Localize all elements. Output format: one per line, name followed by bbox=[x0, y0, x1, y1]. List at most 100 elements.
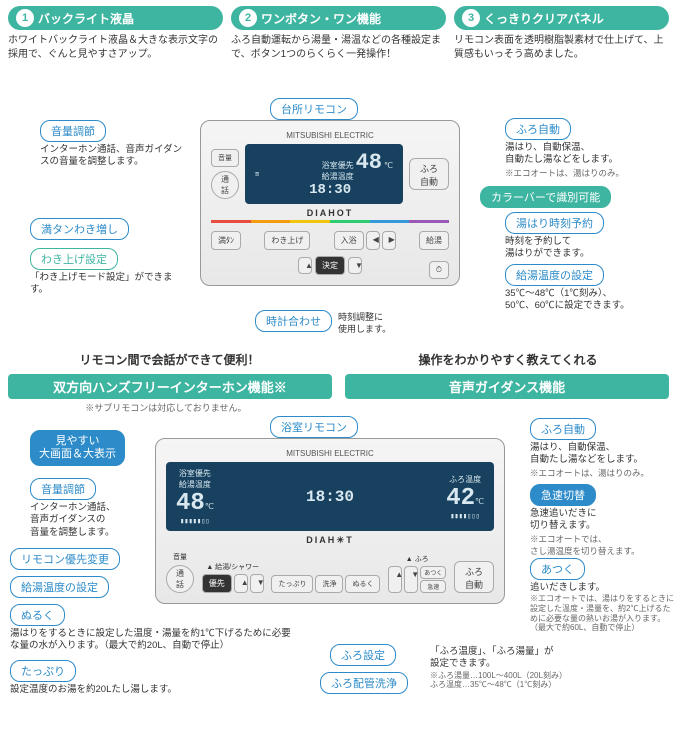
feature-num-1: 1 bbox=[16, 9, 34, 27]
callout-tappuri: たっぷり bbox=[10, 660, 76, 682]
lcd-unit: ℃ bbox=[384, 161, 393, 170]
callout-furo-haikan: ふろ配管洗浄 bbox=[320, 672, 408, 694]
btn-nyuyoku[interactable]: 入浴 bbox=[334, 231, 364, 250]
btn-down[interactable]: ▼ bbox=[348, 257, 362, 274]
callout-volume-desc: インターホン通話、音声ガイダンスの音量を調整します。 bbox=[40, 144, 185, 169]
bath-diahot-logo: DIAH☀T bbox=[166, 535, 494, 546]
btn-furo-auto[interactable]: ふろ 自動 bbox=[409, 158, 449, 190]
bath-btn-tappuri[interactable]: たっぷり bbox=[271, 575, 313, 593]
bath-btn-sh-up[interactable]: ▲ bbox=[234, 574, 248, 593]
bath-btn-furo-auto[interactable]: ふろ 自動 bbox=[454, 561, 494, 593]
btn-talk[interactable]: 通話 bbox=[211, 171, 239, 199]
btn-kyutou[interactable]: 給湯 bbox=[419, 231, 449, 250]
lcd-time: 18:30 bbox=[267, 182, 393, 198]
btn-up[interactable]: ▲ bbox=[298, 257, 312, 274]
callout-atsuku-note: ※エコオートでは、湯はりをするときに設定した温度・湯量を、約2℃上げるために必要… bbox=[530, 594, 675, 632]
bath-lcd-right-label: ふろ温度 bbox=[446, 474, 484, 485]
bath-lcd-right-unit: ℃ bbox=[475, 497, 484, 506]
callout-bath-furo-auto-note: ※エコオートは、湯はりのみ。 bbox=[530, 467, 675, 479]
callout-yuhari: 湯はり時刻予約 bbox=[505, 212, 604, 234]
kitchen-lcd: ≡ 浴室優先 給湯温度 48 ℃ 18:30 bbox=[245, 144, 403, 204]
bath-lcd-right-temp: 42 bbox=[446, 485, 475, 512]
callout-atsuku: あつく bbox=[530, 558, 585, 580]
bath-btn-senjo[interactable]: 洗浄 bbox=[315, 575, 343, 593]
brand-logo: MITSUBISHI ELECTRIC bbox=[211, 131, 449, 140]
callout-furo-auto-note: ※エコオートは、湯はりのみ。 bbox=[505, 167, 670, 179]
section-interphone: 双方向ハンズフリーインターホン機能※ bbox=[8, 374, 332, 399]
btn-decide[interactable]: 決定 bbox=[315, 256, 345, 275]
feature-2: 2ワンボタン・ワン機能 ふろ自動運転から湯量・湯温などの各種設定まで、ボタン1つ… bbox=[231, 6, 446, 62]
callout-bath-kyutou-temp: 給湯温度の設定 bbox=[10, 576, 109, 598]
bath-btn-sh-down[interactable]: ▼ bbox=[250, 574, 264, 593]
callout-atsuku-desc: 追いだきします。 bbox=[530, 582, 675, 594]
callout-clock: 時計合わせ bbox=[255, 310, 332, 332]
feature-title-3: くっきりクリアパネル bbox=[484, 10, 604, 27]
callout-nuruku: ぬるく bbox=[10, 604, 65, 626]
callout-nuruku-desc: 湯はりをするときに設定した温度・湯量を約1℃下げるために必要な量の水が入ります。… bbox=[10, 628, 300, 653]
bath-btn-yusen[interactable]: 優先 bbox=[202, 574, 232, 593]
feature-title-1: バックライト液晶 bbox=[38, 10, 134, 27]
feature-num-2: 2 bbox=[239, 9, 257, 27]
btn-right[interactable]: ▶ bbox=[382, 231, 396, 250]
bath-lcd-time: 18:30 bbox=[306, 488, 354, 506]
mid-left-text: リモコン間で会話ができて便利！ bbox=[79, 351, 259, 368]
bath-btn-nuruku[interactable]: ぬるく bbox=[345, 575, 380, 593]
btn-clock[interactable]: ⏱ bbox=[429, 261, 449, 279]
callout-waki-desc: 「わき上げモード設定」ができます。 bbox=[30, 272, 180, 297]
lcd-temp: 48 bbox=[356, 150, 382, 175]
diahot-logo: DIAHOT bbox=[211, 208, 449, 218]
bath-btn-furo-up[interactable]: ▲ bbox=[388, 566, 402, 593]
bath-btn-furo-down[interactable]: ▼ bbox=[404, 566, 418, 593]
bath-btn-kyusoku[interactable]: 急速 bbox=[420, 580, 446, 593]
feature-desc-3: リモコン表面を透明樹脂製素材で仕上げて、上質感もいっそう高めました。 bbox=[454, 34, 669, 62]
callout-furo-setting-note: ※ふろ湯量…100L〜400L（20L刻み） ふろ温度…35℃〜48℃（1℃刻み… bbox=[430, 671, 675, 690]
callout-furo-auto-desc: 湯はり、自動保温、 自動たし湯などをします。 bbox=[505, 142, 670, 167]
bath-lcd-left-unit: ℃ bbox=[205, 502, 214, 511]
bath-lcd-left-label: 浴室優先 給湯温度 bbox=[176, 468, 214, 490]
kitchen-remote-label: 台所リモコン bbox=[270, 98, 358, 120]
callout-volume: 音量調節 bbox=[40, 120, 106, 142]
bath-remote-label: 浴室リモコン bbox=[270, 416, 358, 438]
bath-lcd-left-temp: 48 bbox=[176, 490, 205, 517]
callout-kyutou-temp-desc: 35℃〜48℃（1℃刻み）、 50℃、60℃に設定できます。 bbox=[505, 288, 670, 313]
callout-bath-volume: 音量調節 bbox=[30, 478, 96, 500]
bath-brand-logo: MITSUBISHI ELECTRIC bbox=[166, 449, 494, 458]
kitchen-remote: MITSUBISHI ELECTRIC 音量 通話 ≡ 浴室優先 給湯温度 48… bbox=[200, 120, 460, 286]
callout-kyusoku-desc: 急速追いだきに 切り替えます。 bbox=[530, 508, 675, 533]
callout-waki: わき上げ設定 bbox=[30, 248, 118, 270]
bath-remote: MITSUBISHI ELECTRIC 浴室優先 給湯温度 48℃ ▮▮▮▮▮▯… bbox=[155, 438, 505, 604]
section-voice: 音声ガイダンス機能 bbox=[345, 374, 669, 399]
feature-desc-2: ふろ自動運転から湯量・湯温などの各種設定まで、ボタン1つのらくらく一発操作！ bbox=[231, 34, 446, 62]
feature-1: 1バックライト液晶 ホワイトバックライト液晶＆大きな表示文字の採用で、ぐんと見や… bbox=[8, 6, 223, 62]
callout-kyusoku: 急速切替 bbox=[530, 484, 596, 506]
callout-mantan: 満タンわき増し bbox=[30, 218, 129, 240]
bath-lcd: 浴室優先 給湯温度 48℃ ▮▮▮▮▮▯▯ 18:30 ふろ温度 42℃ ▮▮▮… bbox=[166, 462, 494, 531]
btn-volume[interactable]: 音量 bbox=[211, 149, 239, 167]
btn-mantan[interactable]: 満ﾀﾝ bbox=[211, 231, 241, 250]
callout-clock-desc: 時刻調整に 使用します。 bbox=[338, 312, 391, 335]
bath-label-kyutou: ▲ 給湯/シャワー bbox=[202, 562, 264, 572]
feature-num-3: 3 bbox=[462, 9, 480, 27]
callout-furo-setting-desc: 「ふろ温度」、「ふろ湯量」が 設定できます。 bbox=[430, 646, 675, 671]
callout-tappuri-desc: 設定温度のお湯を約20Lたし湯します。 bbox=[10, 684, 300, 696]
callout-furo-setting: ふろ設定 bbox=[330, 644, 396, 666]
btn-waki[interactable]: わき上げ bbox=[264, 231, 310, 250]
lcd-mode: 浴室優先 給湯温度 bbox=[322, 160, 354, 182]
bath-label-furo: ▲ ふろ bbox=[388, 554, 446, 564]
callout-big-screen: 見やすい 大画面＆大表示 bbox=[30, 430, 125, 466]
callout-bath-furo-auto: ふろ自動 bbox=[530, 418, 596, 440]
callout-yuhari-desc: 時刻を予約して 湯はりができます。 bbox=[505, 236, 670, 261]
section-note: ※サブリモコンは対応しておりません。 bbox=[0, 401, 332, 414]
feature-desc-1: ホワイトバックライト液晶＆大きな表示文字の採用で、ぐんと見やすさアップ。 bbox=[8, 34, 223, 62]
btn-left[interactable]: ◀ bbox=[366, 231, 380, 250]
callout-kyusoku-note: ※エコオートでは、 さし湯温度を切り替えます。 bbox=[530, 533, 675, 557]
callout-colorbar: カラーバーで識別可能 bbox=[480, 186, 611, 208]
bath-btn-atsuku[interactable]: あつく bbox=[420, 566, 446, 579]
callout-bath-volume-desc: インターホン通話、 音声ガイダンスの 音量を調整します。 bbox=[30, 502, 155, 539]
callout-bath-furo-auto-desc: 湯はり、自動保温、 自動たし湯などをします。 bbox=[530, 442, 675, 467]
mid-right-text: 操作をわかりやすく教えてくれる bbox=[418, 351, 597, 368]
callout-kyutou-temp: 給湯温度の設定 bbox=[505, 264, 604, 286]
feature-3: 3くっきりクリアパネル リモコン表面を透明樹脂製素材で仕上げて、上質感もいっそう… bbox=[454, 6, 669, 62]
bath-btn-talk[interactable]: 通話 bbox=[166, 565, 194, 593]
feature-title-2: ワンボタン・ワン機能 bbox=[261, 10, 381, 27]
